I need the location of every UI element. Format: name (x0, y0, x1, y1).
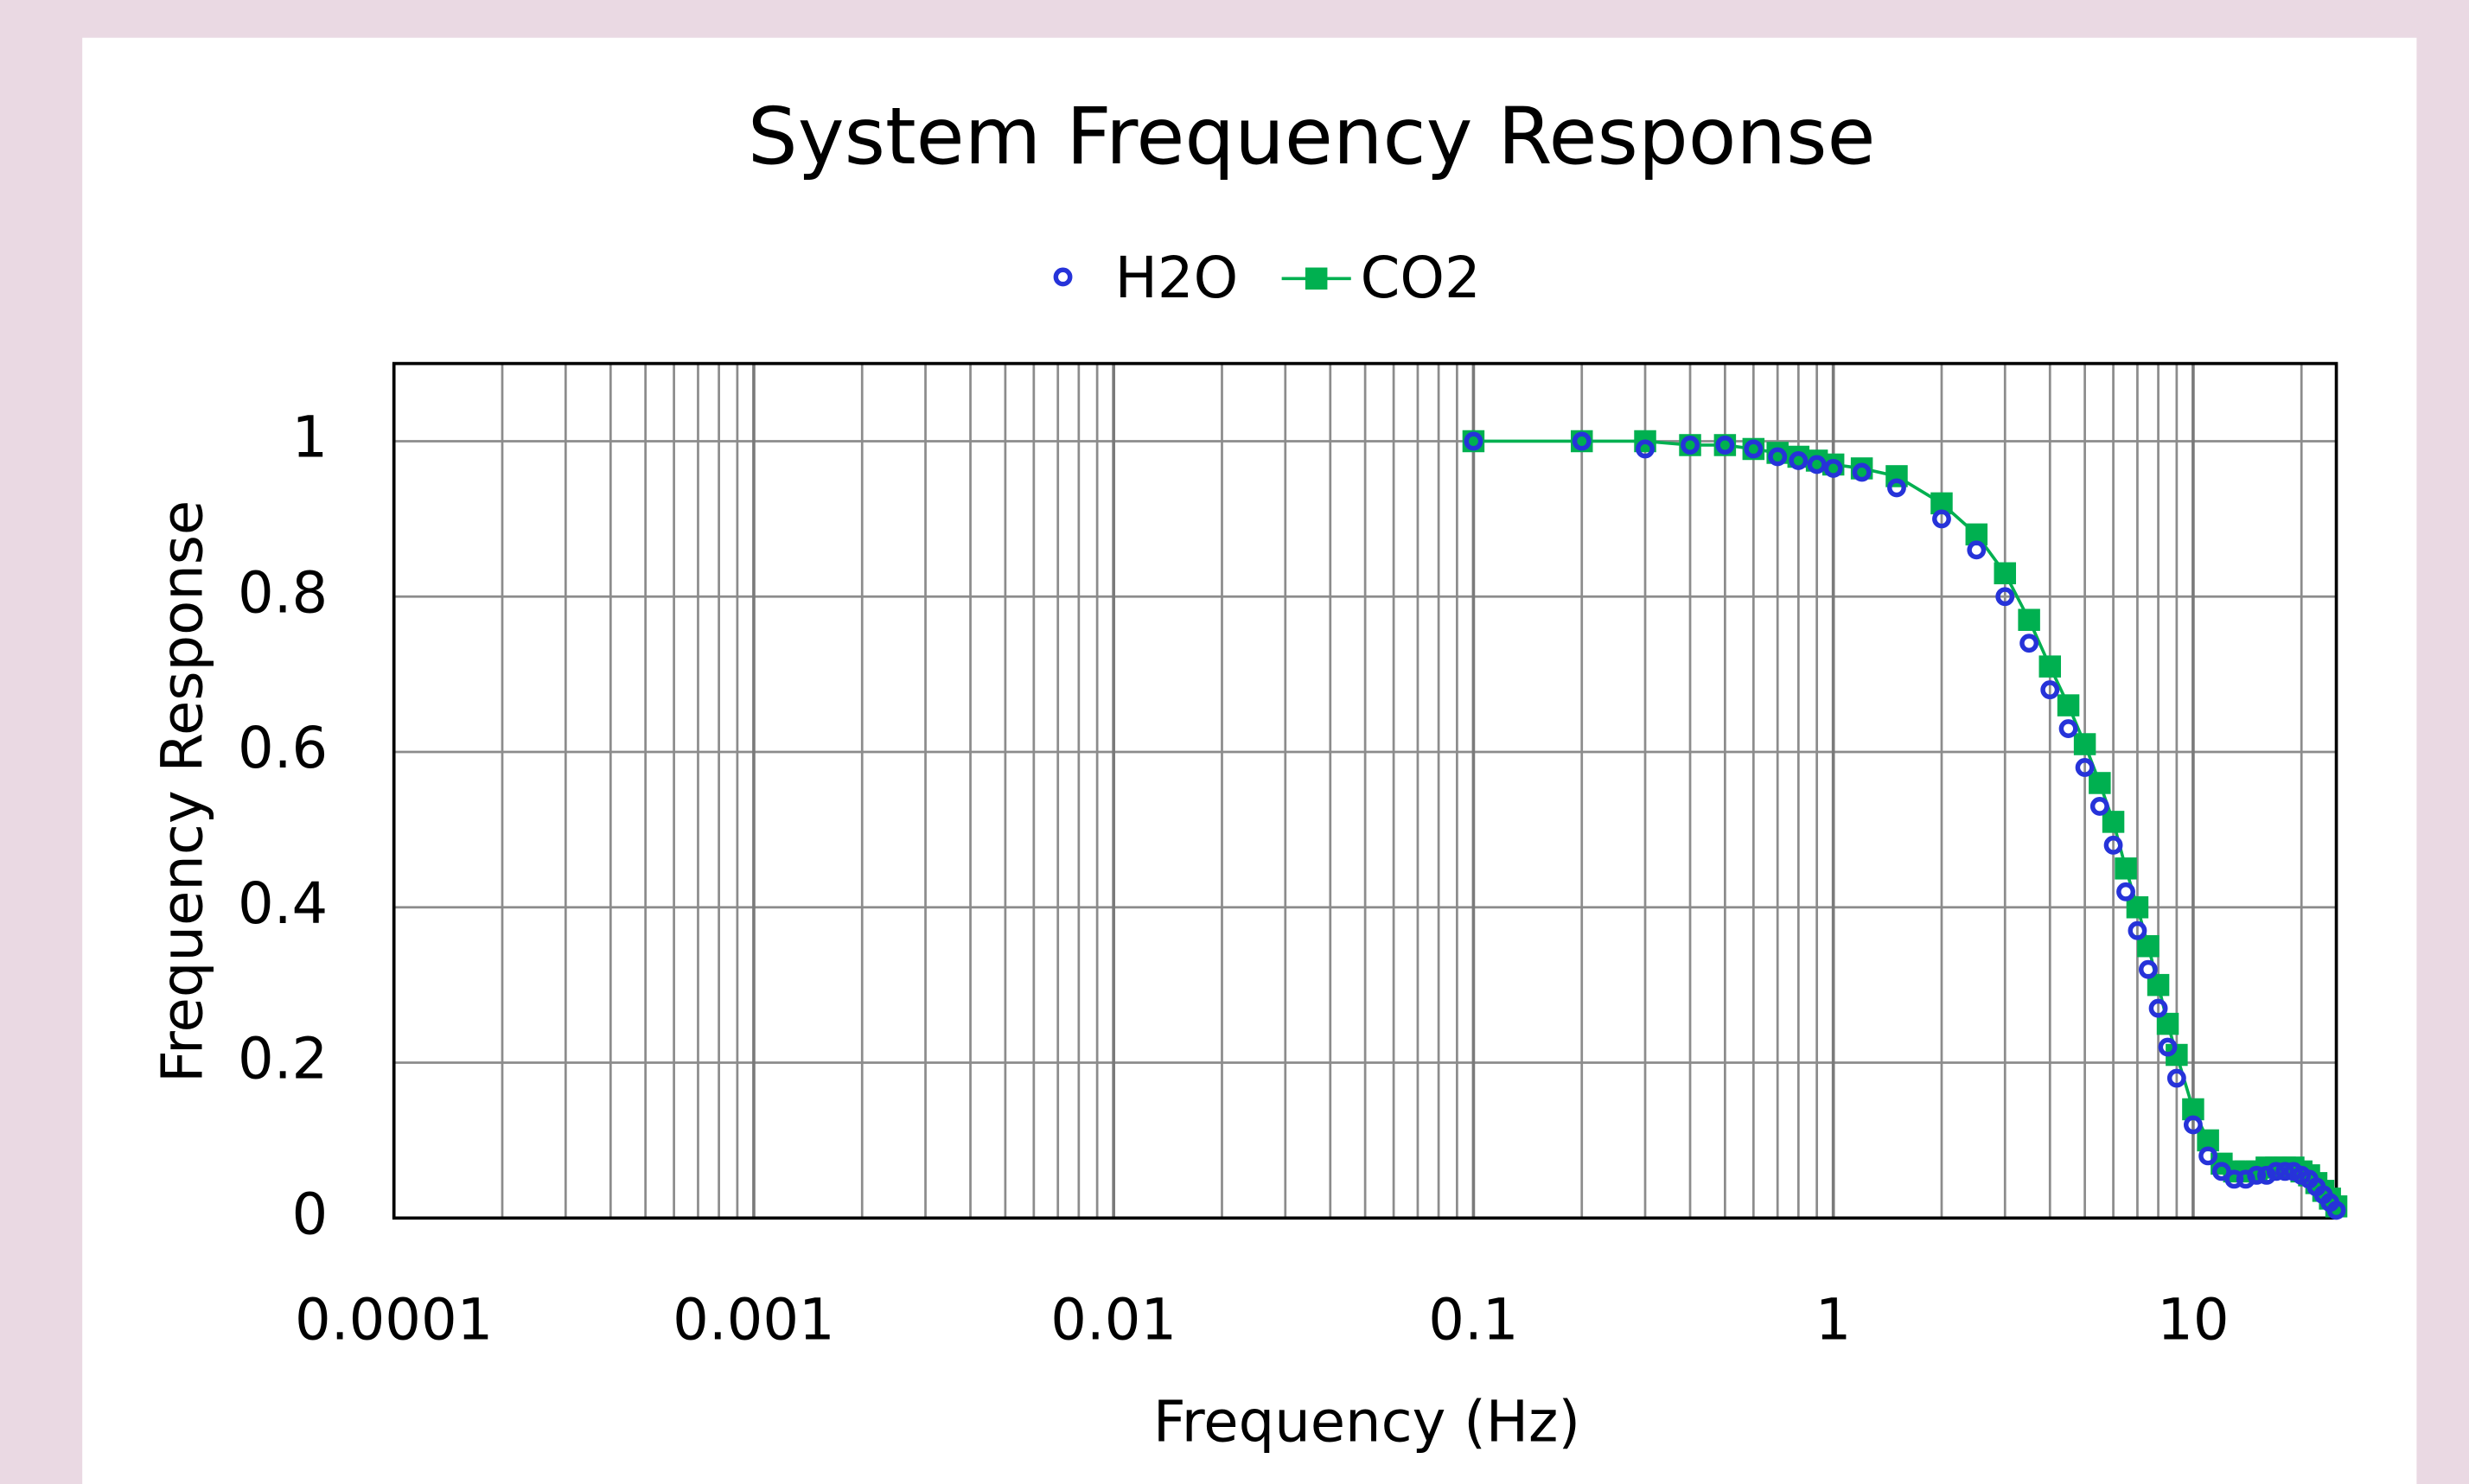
y-tick-label: 0.4 (238, 871, 328, 937)
circle-marker (2128, 920, 2147, 940)
circle-marker (1744, 439, 1764, 459)
x-tick-label: 0.001 (673, 1287, 835, 1353)
circle-marker (2183, 1115, 2203, 1135)
circle-marker (1768, 447, 1788, 467)
circle-marker (2019, 634, 2039, 653)
plot-frame (392, 361, 2338, 1220)
square-marker (2102, 811, 2125, 833)
circle-marker (1789, 451, 1809, 470)
square-marker (2073, 733, 2096, 755)
circle-marker (1995, 587, 2015, 607)
circle-marker (2138, 959, 2158, 979)
circle-marker (1464, 431, 1483, 451)
circle-marker (2075, 758, 2095, 777)
y-tick-label: 0.6 (238, 716, 328, 781)
circle-marker (1823, 459, 1843, 478)
x-axis-title: Frequency (Hz) (1153, 1390, 1580, 1455)
chart-panel (82, 37, 2417, 1484)
square-marker (2057, 694, 2080, 717)
legend-marker (1053, 267, 1073, 287)
circle-marker (2198, 1146, 2218, 1166)
x-tick-label: 0.0001 (295, 1287, 493, 1353)
y-tick-label: 0 (292, 1181, 329, 1247)
circle-marker (1887, 478, 1906, 498)
circle-marker (2089, 796, 2109, 816)
circle-marker (1681, 436, 1700, 455)
circle-marker (1572, 431, 1592, 451)
circle-marker (2256, 1165, 2276, 1185)
circle-marker (2116, 882, 2135, 901)
circle-marker (1807, 455, 1827, 474)
circle-marker (2103, 835, 2123, 855)
circle-marker (2158, 1037, 2178, 1057)
circle-marker (2166, 1068, 2186, 1088)
circle-marker (2211, 1162, 2231, 1181)
x-tick-label: 1 (1815, 1287, 1852, 1353)
circle-marker (1967, 540, 1987, 560)
y-tick-label: 1 (292, 405, 329, 471)
square-marker (2089, 772, 2111, 794)
legend-label: H2O (1115, 245, 1239, 311)
chart-title: System Frequency Response (748, 92, 1876, 182)
circle-marker (1636, 439, 1655, 459)
circle-marker (2326, 1201, 2346, 1220)
circle-marker (1715, 436, 1735, 455)
circle-marker (2224, 1169, 2244, 1189)
circle-marker (2275, 1162, 2295, 1181)
square-marker (2115, 857, 2137, 880)
x-tick-label: 10 (2157, 1287, 2229, 1353)
square-marker (1994, 562, 2017, 585)
x-tick-label: 0.01 (1050, 1287, 1177, 1353)
circle-marker (2247, 1165, 2267, 1185)
circle-marker (1852, 462, 1872, 482)
y-axis-title: Frequency Response (150, 500, 215, 1083)
y-tick-label: 0.8 (238, 560, 328, 626)
circle-marker (1932, 509, 1951, 529)
square-marker (2038, 655, 2062, 678)
square-marker (2018, 608, 2040, 631)
circle-marker (2058, 719, 2078, 738)
circle-marker (2040, 680, 2060, 700)
legend-label: CO2 (1361, 245, 1481, 311)
circle-marker (2266, 1162, 2286, 1181)
y-tick-label: 0.2 (238, 1027, 328, 1092)
circle-marker (2148, 998, 2168, 1018)
x-tick-label: 0.1 (1428, 1287, 1518, 1353)
legend-marker (1305, 267, 1328, 290)
